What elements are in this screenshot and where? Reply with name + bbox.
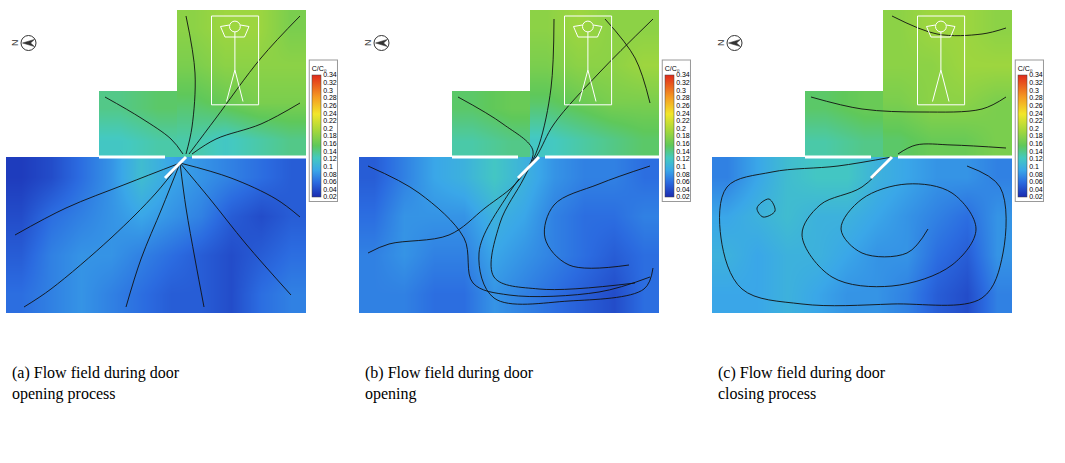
svg-text:0.18: 0.18 (323, 132, 337, 139)
svg-text:0.2: 0.2 (323, 125, 333, 132)
svg-text:0.28: 0.28 (323, 94, 337, 101)
svg-text:(b) Flow field during dooropen: (b) Flow field during dooropening (365, 364, 534, 403)
svg-text:0.14: 0.14 (676, 148, 690, 155)
svg-text:0.24: 0.24 (323, 110, 337, 117)
svg-text:0.34: 0.34 (676, 71, 690, 78)
svg-text:0.34: 0.34 (323, 71, 337, 78)
svg-text:(a) Flow field during dooropen: (a) Flow field during dooropening proces… (12, 364, 180, 403)
svg-text:C/C₀: C/C₀ (312, 65, 327, 72)
svg-text:0.04: 0.04 (1029, 186, 1043, 193)
svg-text:0.28: 0.28 (676, 94, 690, 101)
svg-text:0.26: 0.26 (323, 102, 337, 109)
svg-text:0.2: 0.2 (1029, 125, 1039, 132)
svg-text:0.3: 0.3 (676, 87, 686, 94)
svg-text:0.06: 0.06 (676, 178, 690, 185)
svg-text:0.26: 0.26 (1029, 102, 1043, 109)
svg-text:0.02: 0.02 (323, 193, 337, 200)
svg-text:0.22: 0.22 (1029, 117, 1043, 124)
svg-text:N: N (363, 40, 373, 47)
svg-text:(c) Flow field during doorclos: (c) Flow field during doorclosing proces… (718, 364, 886, 403)
svg-text:0.18: 0.18 (1029, 132, 1043, 139)
svg-text:0.12: 0.12 (676, 155, 690, 162)
svg-text:0.06: 0.06 (323, 178, 337, 185)
svg-text:0.22: 0.22 (323, 117, 337, 124)
svg-text:0.32: 0.32 (323, 79, 337, 86)
svg-text:0.28: 0.28 (1029, 94, 1043, 101)
svg-text:N: N (10, 40, 20, 47)
svg-text:0.26: 0.26 (676, 102, 690, 109)
svg-text:0.02: 0.02 (676, 193, 690, 200)
svg-text:0.1: 0.1 (323, 163, 333, 170)
svg-text:0.32: 0.32 (1029, 79, 1043, 86)
svg-text:0.08: 0.08 (676, 171, 690, 178)
svg-text:0.08: 0.08 (323, 171, 337, 178)
svg-text:0.02: 0.02 (1029, 193, 1043, 200)
svg-text:0.14: 0.14 (323, 148, 337, 155)
svg-text:0.1: 0.1 (676, 163, 686, 170)
svg-text:N: N (716, 40, 726, 47)
svg-text:0.08: 0.08 (1029, 171, 1043, 178)
svg-text:0.3: 0.3 (323, 87, 333, 94)
svg-text:0.14: 0.14 (1029, 148, 1043, 155)
svg-text:0.24: 0.24 (676, 110, 690, 117)
svg-text:0.22: 0.22 (676, 117, 690, 124)
svg-text:0.16: 0.16 (676, 140, 690, 147)
svg-text:0.24: 0.24 (1029, 110, 1043, 117)
svg-text:0.04: 0.04 (676, 186, 690, 193)
svg-text:0.2: 0.2 (676, 125, 686, 132)
svg-text:0.18: 0.18 (676, 132, 690, 139)
svg-text:0.1: 0.1 (1029, 163, 1039, 170)
svg-text:0.12: 0.12 (323, 155, 337, 162)
svg-text:0.06: 0.06 (1029, 178, 1043, 185)
svg-text:0.32: 0.32 (676, 79, 690, 86)
svg-text:0.12: 0.12 (1029, 155, 1043, 162)
svg-text:0.16: 0.16 (323, 140, 337, 147)
svg-text:0.3: 0.3 (1029, 87, 1039, 94)
svg-text:0.34: 0.34 (1029, 71, 1043, 78)
svg-text:C/C₀: C/C₀ (665, 65, 680, 72)
svg-text:C/C₀: C/C₀ (1018, 65, 1033, 72)
svg-text:0.04: 0.04 (323, 186, 337, 193)
svg-text:0.16: 0.16 (1029, 140, 1043, 147)
